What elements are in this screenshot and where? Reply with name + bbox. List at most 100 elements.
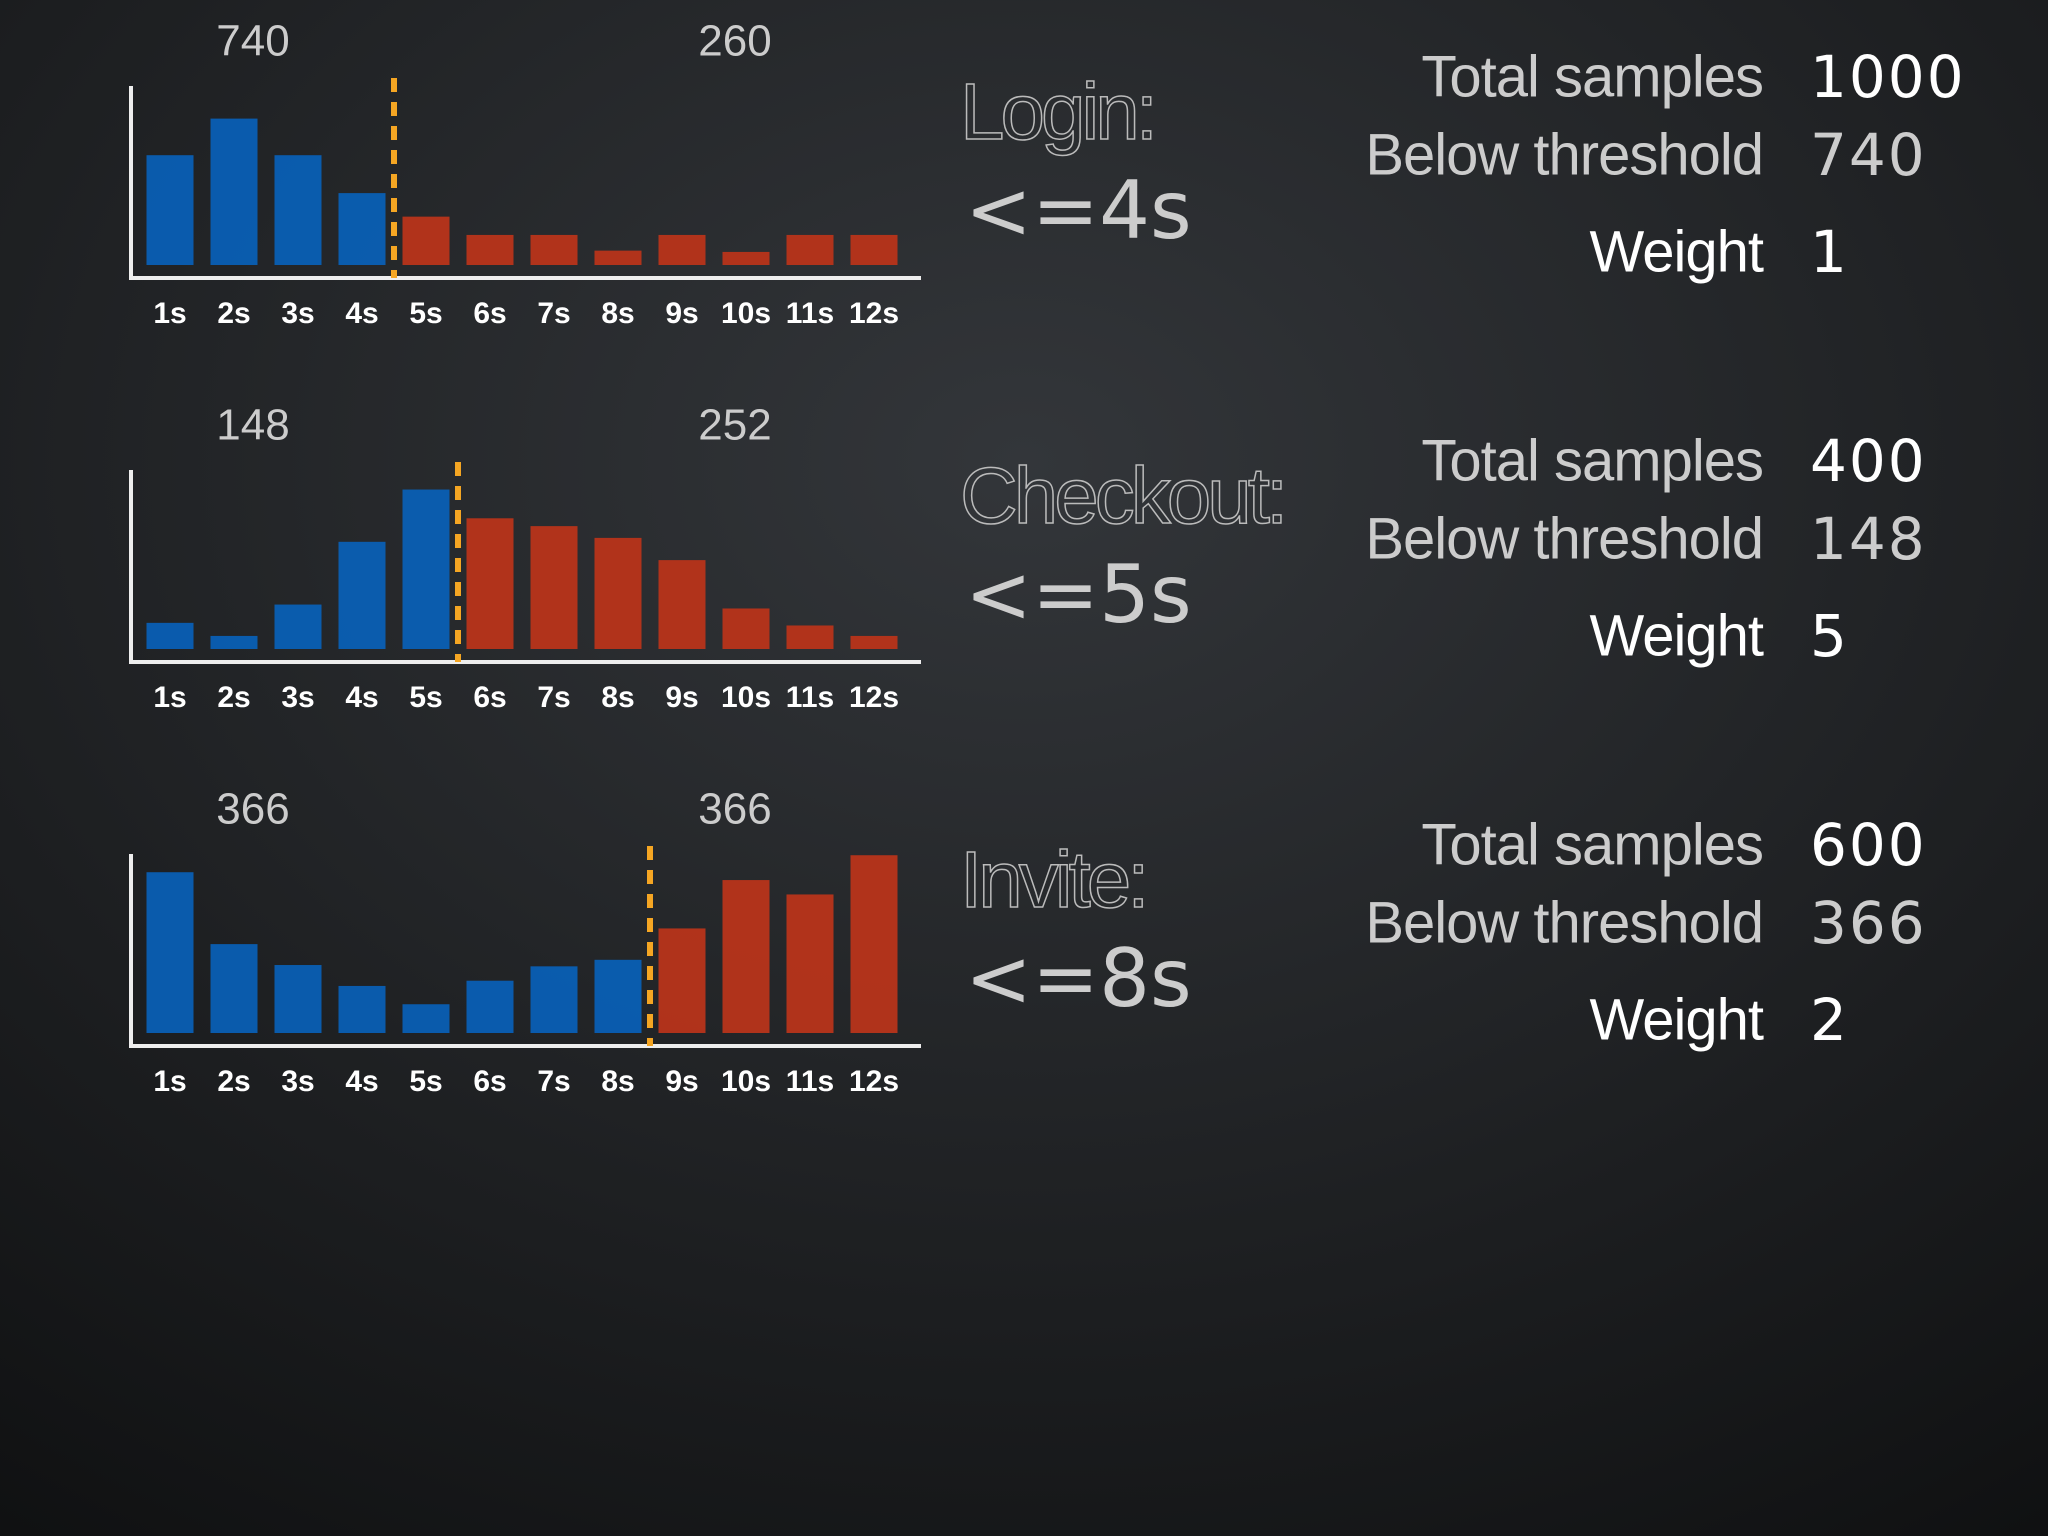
bar bbox=[850, 234, 898, 265]
bar bbox=[274, 965, 322, 1033]
stat-label: Total samples bbox=[1421, 812, 1763, 877]
scenario-title: Invite: bbox=[960, 835, 1145, 924]
stat-value: 400 bbox=[1810, 427, 1927, 495]
bar bbox=[146, 872, 194, 1033]
bar bbox=[786, 894, 834, 1033]
above-count: 366 bbox=[698, 785, 771, 834]
x-tick-label: 9s bbox=[665, 297, 698, 330]
bar bbox=[594, 537, 642, 649]
bar bbox=[786, 625, 834, 649]
x-tick-label: 1s bbox=[153, 1065, 186, 1098]
below-count: 148 bbox=[216, 401, 289, 450]
bar bbox=[658, 560, 706, 649]
stat-value: 1000 bbox=[1810, 43, 1966, 111]
threshold-label: <=4s bbox=[965, 164, 1192, 257]
x-tick-label: 1s bbox=[153, 681, 186, 714]
x-tick-label: 3s bbox=[281, 1065, 314, 1098]
bar bbox=[850, 855, 898, 1033]
stat-value: 366 bbox=[1810, 889, 1927, 957]
x-tick-label: 6s bbox=[473, 297, 506, 330]
stat-value: 1 bbox=[1810, 218, 1849, 286]
bar bbox=[402, 1004, 450, 1033]
bar bbox=[146, 155, 194, 265]
bar bbox=[530, 234, 578, 265]
bar bbox=[402, 489, 450, 649]
x-tick-label: 2s bbox=[217, 1065, 250, 1098]
bar bbox=[274, 604, 322, 649]
x-tick-label: 11s bbox=[786, 681, 834, 714]
bar bbox=[210, 118, 258, 265]
bar bbox=[210, 635, 258, 649]
axis bbox=[129, 86, 921, 280]
x-tick-label: 11s bbox=[786, 1065, 834, 1098]
stat-value: 2 bbox=[1810, 986, 1849, 1054]
stat-label: Weight bbox=[1590, 603, 1764, 668]
bar bbox=[274, 155, 322, 265]
x-tick-label: 4s bbox=[345, 1065, 378, 1098]
bar bbox=[402, 216, 450, 265]
x-tick-label: 9s bbox=[665, 681, 698, 714]
bar bbox=[658, 928, 706, 1033]
bar bbox=[338, 541, 386, 649]
threshold-label: <=5s bbox=[965, 548, 1192, 641]
axis bbox=[129, 470, 921, 664]
x-tick-label: 12s bbox=[849, 681, 899, 714]
bar bbox=[530, 526, 578, 649]
x-tick-label: 8s bbox=[601, 297, 634, 330]
stat-label: Below threshold bbox=[1365, 890, 1763, 955]
stat-label: Weight bbox=[1590, 987, 1764, 1052]
x-tick-label: 9s bbox=[665, 1065, 698, 1098]
stat-label: Below threshold bbox=[1365, 506, 1763, 571]
bar bbox=[786, 234, 834, 265]
x-tick-label: 3s bbox=[281, 297, 314, 330]
bar bbox=[594, 250, 642, 265]
x-tick-label: 5s bbox=[409, 681, 442, 714]
x-tick-label: 10s bbox=[721, 297, 771, 330]
x-tick-label: 6s bbox=[473, 681, 506, 714]
x-tick-label: 7s bbox=[537, 681, 570, 714]
stat-label: Weight bbox=[1590, 219, 1764, 284]
stat-value: 148 bbox=[1810, 505, 1927, 573]
bar bbox=[722, 608, 770, 649]
x-tick-label: 10s bbox=[721, 1065, 771, 1098]
threshold-label: <=8s bbox=[965, 932, 1192, 1025]
bar bbox=[722, 880, 770, 1033]
x-tick-label: 2s bbox=[217, 681, 250, 714]
bar bbox=[466, 234, 514, 265]
bar bbox=[466, 518, 514, 649]
x-tick-label: 3s bbox=[281, 681, 314, 714]
x-tick-label: 5s bbox=[409, 1065, 442, 1098]
bar bbox=[338, 985, 386, 1033]
below-count: 740 bbox=[216, 17, 289, 66]
x-tick-label: 12s bbox=[849, 297, 899, 330]
above-count: 252 bbox=[698, 401, 771, 450]
stat-value: 740 bbox=[1810, 121, 1927, 189]
x-tick-label: 2s bbox=[217, 297, 250, 330]
x-tick-label: 5s bbox=[409, 297, 442, 330]
x-tick-label: 4s bbox=[345, 297, 378, 330]
x-tick-label: 4s bbox=[345, 681, 378, 714]
bar bbox=[594, 959, 642, 1033]
x-tick-label: 1s bbox=[153, 297, 186, 330]
bar bbox=[338, 193, 386, 265]
above-count: 260 bbox=[698, 17, 771, 66]
bar bbox=[658, 234, 706, 265]
axis bbox=[129, 854, 921, 1048]
x-tick-label: 7s bbox=[537, 1065, 570, 1098]
x-tick-label: 12s bbox=[849, 1065, 899, 1098]
stat-value: 600 bbox=[1810, 811, 1927, 879]
x-tick-label: 11s bbox=[786, 297, 834, 330]
x-tick-label: 6s bbox=[473, 1065, 506, 1098]
bar bbox=[722, 251, 770, 265]
stat-label: Below threshold bbox=[1365, 122, 1763, 187]
below-count: 366 bbox=[216, 785, 289, 834]
x-tick-label: 7s bbox=[537, 297, 570, 330]
stat-value: 5 bbox=[1810, 602, 1849, 670]
scenario-title: Login: bbox=[960, 67, 1154, 156]
bar bbox=[530, 966, 578, 1033]
bar bbox=[210, 944, 258, 1033]
bar bbox=[466, 980, 514, 1033]
x-tick-label: 8s bbox=[601, 681, 634, 714]
stat-label: Total samples bbox=[1421, 44, 1763, 109]
